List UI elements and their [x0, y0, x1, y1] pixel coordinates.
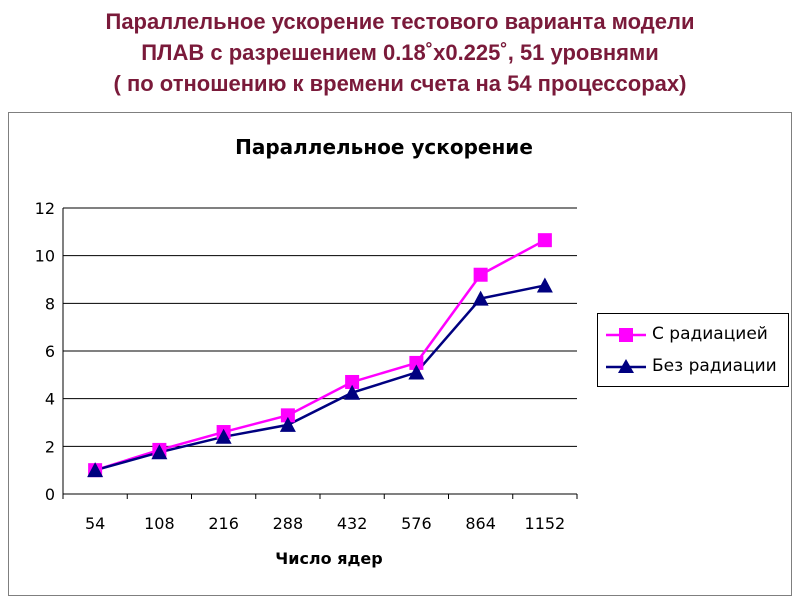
y-tick-label: 6	[45, 342, 55, 361]
data-point-square	[537, 233, 552, 248]
legend-marker-square	[606, 328, 646, 342]
series-line-1	[94, 239, 546, 472]
legend-item-series-2: Без радиации	[598, 352, 788, 382]
legend-label-series-1: С радиацией	[652, 324, 768, 344]
data-point-triangle	[408, 364, 425, 380]
x-tick-label: 288	[273, 514, 304, 533]
slide-title-line-1: Параллельное ускорение тестового вариант…	[105, 9, 695, 34]
data-point-triangle	[87, 462, 104, 478]
x-tick-label: 576	[401, 514, 432, 533]
slide-title-line-2: ПЛАВ с разрешением 0.18˚x0.225˚, 51 уров…	[141, 40, 659, 65]
y-tick-label: 4	[45, 390, 55, 409]
x-tick-label: 54	[85, 514, 105, 533]
data-point-square	[345, 374, 360, 389]
x-tick-label: 1152	[525, 514, 566, 533]
data-point-triangle	[472, 290, 489, 306]
line-chart: 0 2 4 6 8 10 12 54 108 216 288 432 576 864 1152	[35, 199, 578, 533]
data-point-triangle	[344, 384, 361, 400]
series-line-2	[94, 284, 546, 472]
x-tick-label: 432	[337, 514, 368, 533]
data-point-triangle	[279, 416, 296, 432]
x-tick-label: 108	[144, 514, 175, 533]
data-point-square	[280, 408, 295, 423]
y-tick-label: 12	[35, 199, 55, 218]
slide-title: Параллельное ускорение тестового вариант…	[0, 6, 800, 99]
slide-title-line-3: ( по отношению к времени счета на 54 про…	[113, 71, 687, 96]
data-point-square	[409, 355, 424, 370]
y-tick-label: 10	[35, 247, 55, 266]
x-tick-label: 216	[208, 514, 239, 533]
y-tick-label: 0	[45, 485, 55, 504]
data-point-triangle	[215, 428, 232, 444]
data-point-triangle	[151, 444, 168, 460]
x-tick-label: 864	[465, 514, 496, 533]
y-tick-label: 8	[45, 294, 55, 313]
chart-legend: С радиацией Без радиации	[597, 313, 789, 387]
y-tick-label: 2	[45, 437, 55, 456]
chart-title: Параллельное ускорение	[235, 135, 533, 159]
chart-area: Параллельное ускорение 0 2 4 6 8 10 12 54 108 216…	[8, 112, 792, 596]
data-point-triangle	[536, 277, 553, 293]
legend-item-series-1: С радиацией	[598, 320, 788, 350]
x-axis-title: Число ядер	[275, 549, 383, 568]
legend-marker-triangle	[606, 359, 646, 373]
legend-label-series-2: Без радиации	[652, 356, 777, 376]
data-point-square	[473, 267, 488, 282]
